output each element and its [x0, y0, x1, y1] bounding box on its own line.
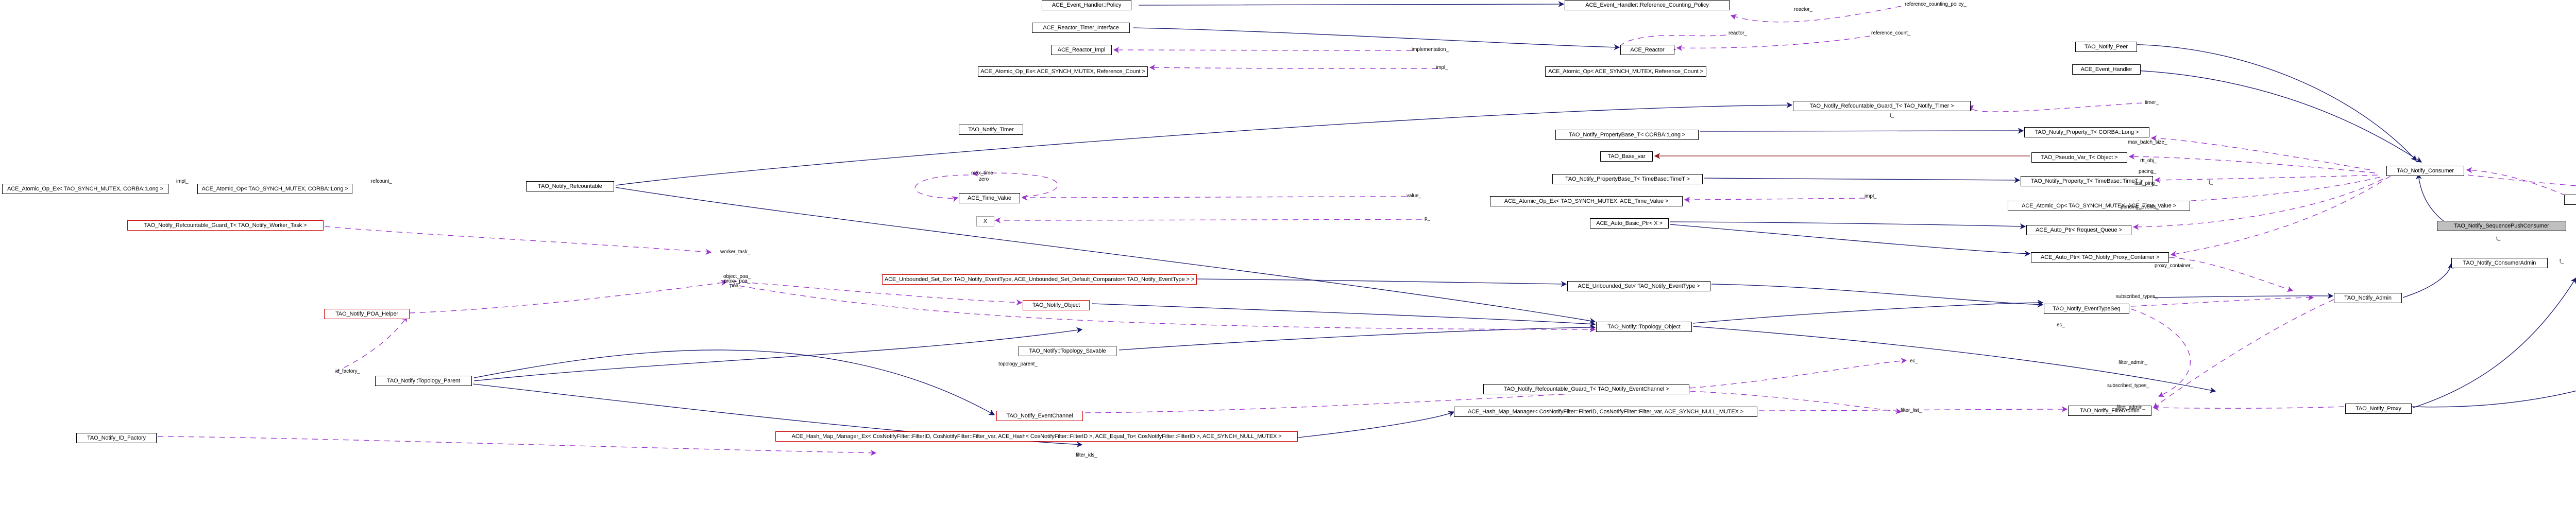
class-node[interactable]: TAO_Notify_ID_Factory	[76, 433, 157, 443]
edge-label: impl_	[1436, 65, 1448, 71]
edge-label: t_	[1890, 113, 1894, 118]
class-node[interactable]: TAO_Notify_Property_T< CORBA::Long >	[2024, 127, 2149, 137]
edge-label: id_factory_	[335, 369, 360, 374]
class-node[interactable]: ACE_Unbounded_Set< TAO_Notify_EventType …	[1567, 281, 1710, 291]
class-node[interactable]: ACE_Atomic_Op_Ex< TAO_SYNCH_MUTEX, CORBA…	[2, 184, 168, 194]
edge-label: ec_	[1910, 358, 1918, 364]
class-node[interactable]: ACE_Auto_Ptr< TAO_Notify_Proxy_Container…	[2031, 252, 2169, 263]
class-node[interactable]: ACE_Unbounded_Set_Ex< TAO_Notify_EventTy…	[882, 274, 1197, 285]
edge-label: p_	[1425, 216, 1430, 221]
edge-label: topology_parent_	[998, 361, 1038, 367]
class-node[interactable]: ACE_Hash_Map_Manager< CosNotifyFilter::F…	[1454, 407, 1757, 417]
edge-label: value_	[1406, 193, 1421, 199]
class-node[interactable]: TAO_Notify_Refcountable_Guard_T< TAO_Not…	[1793, 101, 1971, 111]
class-node[interactable]: ACE_Atomic_Op< ACE_SYNCH_MUTEX, Referenc…	[1545, 66, 1706, 77]
class-node[interactable]: ACE_Time_Value	[959, 193, 1020, 203]
edge-label: object_poa_	[723, 274, 751, 279]
class-node[interactable]: TAO_Notify_Refcountable	[526, 181, 614, 191]
class-node[interactable]: TAO_Notify::Topology_Savable	[1019, 346, 1116, 356]
class-node[interactable]: TAO_Notify_POA_Helper	[324, 309, 410, 319]
class-node[interactable]: TAO_Notify_EventTypeSeq	[2044, 304, 2129, 314]
class-node[interactable]: ACE_Atomic_Op_Ex< TAO_SYNCH_MUTEX, ACE_T…	[1490, 196, 1683, 206]
class-node[interactable]: ACE_Atomic_Op< TAO_SYNCH_MUTEX, ACE_Time…	[2008, 201, 2190, 211]
class-node[interactable]: ACE_Event_Handler::Policy	[1042, 0, 1131, 10]
class-node[interactable]: ACE_Event_Handler::Reference_Counting_Po…	[1565, 0, 1730, 10]
edge-label: refcount_	[371, 179, 392, 184]
class-node[interactable]: ACE_Atomic_Op< TAO_SYNCH_MUTEX, CORBA::L…	[197, 184, 352, 194]
edge-label: rtt_obj_	[2140, 158, 2157, 164]
class-node[interactable]: TAO_Notify_Timer	[959, 125, 1023, 135]
class-node[interactable]: TAO_Notify_Admin	[2334, 293, 2402, 303]
edge-label: last_ping_	[2134, 181, 2158, 186]
edge-label: zero	[979, 177, 989, 182]
edge-label: reference_count_	[1871, 30, 1911, 36]
edge-label: filter_list_	[1901, 408, 1922, 413]
class-node[interactable]: ACE_Hash_Map_Manager_Ex< CosNotifyFilter…	[775, 431, 1298, 442]
edge-label: impl_	[1865, 194, 1877, 199]
edge-label: subscribed_types_	[2107, 383, 2149, 389]
class-node[interactable]: ACE_Event_Handler	[2072, 64, 2141, 75]
edge-label: t_	[2209, 180, 2213, 185]
class-node[interactable]: ACE_Auto_Ptr< Request_Queue >	[2026, 225, 2131, 235]
edge-label: filter_ids_	[1076, 452, 1097, 458]
class-node[interactable]: TAO_Notify_Refcountable_Guard_T< TAO_Not…	[1483, 384, 1689, 394]
class-node[interactable]: TAO_Notify_FilterAdmin	[2068, 406, 2151, 416]
class-node[interactable]: X	[976, 216, 994, 226]
edge-label: impl_	[176, 179, 189, 184]
edge-label: proxy_poa_	[724, 278, 751, 284]
edge-label: reactor_	[1728, 30, 1747, 36]
class-node[interactable]: ACE_Atomic_Op_Ex< ACE_SYNCH_MUTEX, Refer…	[978, 66, 1148, 77]
edge-label: worker_task_	[720, 249, 751, 255]
edge-label: subscribed_types_	[2116, 294, 2158, 300]
class-node[interactable]: ACE_Reactor	[1620, 45, 1674, 55]
edge-label: timer_	[2145, 100, 2159, 106]
edge-label: t_	[2496, 236, 2501, 241]
class-node[interactable]: TAO_Base_var	[1600, 151, 1653, 162]
edge-label: filter_admin_	[2116, 405, 2145, 410]
class-node[interactable]: TAO_Notify_SequencePushConsumer	[2437, 221, 2566, 231]
edge-label: max_time	[971, 170, 993, 176]
class-node[interactable]: TAO_Notify_PropertyBase_T< CORBA::Long >	[1555, 130, 1699, 140]
class-node[interactable]: TAO_Notify_Proxy	[2345, 404, 2412, 414]
class-node[interactable]: ACE_Reactor_Timer_Interface	[1032, 23, 1130, 33]
edge-label: pacing_	[2139, 169, 2157, 174]
class-node[interactable]: TAO_Notify_PropertyBase_T< TimeBase::Tim…	[1552, 174, 1703, 184]
class-node[interactable]: TAO_Pseudo_Var_T< Object >	[2031, 152, 2127, 163]
class-node[interactable]: TAO_Notify_Peer	[2075, 42, 2137, 52]
edge-label: max_batch_size_	[2128, 139, 2167, 145]
edge-label: proxy_container_	[2155, 263, 2194, 269]
edge-label: reference_counting_policy_	[1905, 2, 1967, 7]
class-node[interactable]: ACE_Auto_Basic_Ptr< X >	[1590, 218, 1669, 229]
class-node[interactable]: TAO_Notify_Object	[1023, 300, 1090, 310]
edge-label: poa_	[730, 283, 741, 289]
class-node[interactable]: TAO_Notify_ConsumerAdmin	[2451, 258, 2548, 268]
edge-label: implementation_	[1412, 47, 1449, 53]
class-node[interactable]: ACE_Reactor_Impl	[1051, 45, 1112, 55]
edge-label: pending_events_	[2121, 204, 2159, 210]
class-node[interactable]: TAO_Notify_EventChannel	[996, 411, 1083, 421]
class-node[interactable]: TAO_Notify_Consumer	[2386, 166, 2464, 176]
class-node[interactable]: TAO_Notify_Property_T< TimeBase::TimeT >	[2021, 176, 2153, 186]
class-node[interactable]: TAO_Notify::Topology_Parent	[375, 376, 472, 386]
class-node[interactable]: TAO_Notify::Topology_Object	[1596, 322, 1692, 332]
edge-label: filter_admin_	[2119, 360, 2147, 365]
class-node[interactable]: TAO_Notify_Refcountable_Guard_T< TAO_Not…	[2564, 195, 2576, 205]
edge-label: reactor_	[1794, 7, 1812, 12]
edge-label: t_	[2560, 258, 2564, 264]
class-node[interactable]: TAO_Notify_Refcountable_Guard_T< TAO_Not…	[127, 220, 324, 231]
edge-label: ec_	[2057, 322, 2065, 328]
